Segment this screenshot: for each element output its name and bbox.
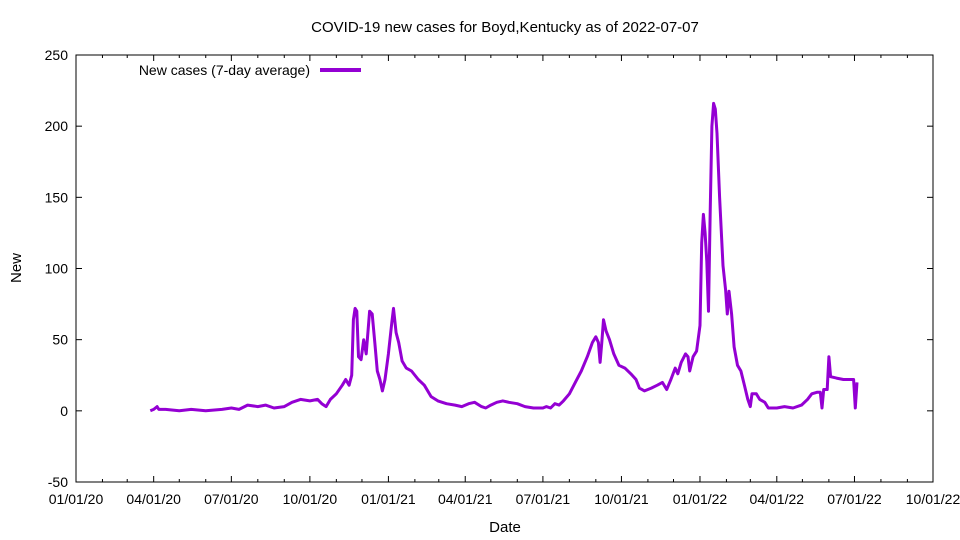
y-tick-label: 0 — [60, 403, 68, 419]
x-tick-label: 01/01/21 — [361, 491, 416, 507]
x-tick-label: 04/01/20 — [126, 491, 181, 507]
y-tick-label: -50 — [48, 474, 68, 490]
y-tick-label: 50 — [52, 332, 68, 348]
x-tick-label: 07/01/21 — [516, 491, 571, 507]
x-tick-label: 04/01/21 — [438, 491, 493, 507]
legend-label: New cases (7-day average) — [139, 62, 310, 78]
x-tick-label: 01/01/22 — [673, 491, 728, 507]
chart-title: COVID-19 new cases for Boyd,Kentucky as … — [311, 19, 699, 36]
y-axis: -50 0 50 100 150 200 250 — [45, 47, 933, 490]
x-axis-label: Date — [489, 519, 521, 536]
y-tick-label: 250 — [45, 47, 69, 63]
x-tick-label: 01/01/20 — [49, 491, 104, 507]
y-axis-label: New — [8, 253, 25, 283]
x-tick-label: 07/01/22 — [827, 491, 882, 507]
y-tick-label: 100 — [45, 261, 69, 277]
x-tick-label: 04/01/22 — [750, 491, 805, 507]
y-tick-label: 150 — [45, 189, 69, 205]
legend: New cases (7-day average) — [139, 62, 361, 78]
x-tick-label: 10/01/21 — [594, 491, 649, 507]
x-tick-label: 07/01/20 — [204, 491, 259, 507]
x-tick-label: 10/01/22 — [906, 491, 960, 507]
series-layer — [149, 101, 859, 413]
x-tick-label: 10/01/20 — [283, 491, 338, 507]
y-tick-label: 200 — [45, 118, 69, 134]
plot-frame — [75, 54, 934, 483]
x-axis: 01/01/20 04/01/20 07/01/20 10/01/20 01/01/21… — [49, 55, 960, 507]
series-line — [149, 101, 859, 413]
